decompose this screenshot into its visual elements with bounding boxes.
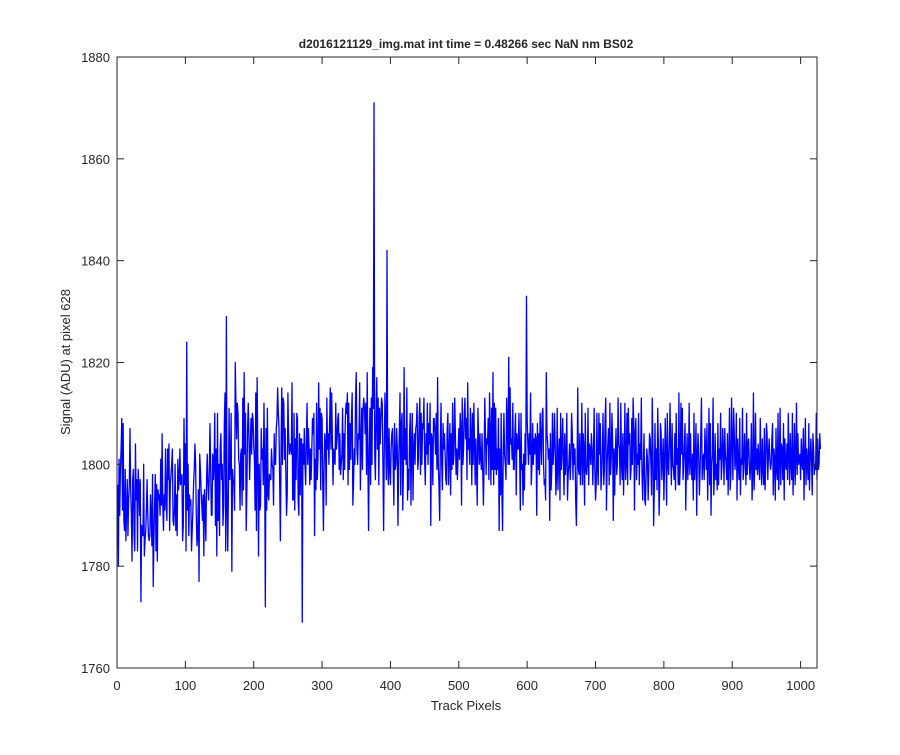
x-tick-label: 300 <box>311 678 333 693</box>
x-tick-label: 500 <box>448 678 470 693</box>
x-tick-label: 800 <box>653 678 675 693</box>
y-tick-label: 1800 <box>81 457 110 472</box>
y-tick-label: 1760 <box>81 661 110 676</box>
y-tick-label: 1840 <box>81 254 110 269</box>
y-tick-label: 1880 <box>81 50 110 65</box>
x-axis-label: Track Pixels <box>431 698 502 713</box>
x-tick-label: 0 <box>113 678 120 693</box>
x-tick-label: 900 <box>721 678 743 693</box>
y-tick-label: 1780 <box>81 559 110 574</box>
x-tick-label: 100 <box>175 678 197 693</box>
ticks-layer: 0 100 200 300 400 500 600 700 800 900 1000 1760 1780… <box>81 50 818 693</box>
chart-title: d2016121129_img.mat int time = 0.48266 s… <box>299 37 634 51</box>
y-tick-label: 1820 <box>81 356 110 371</box>
x-tick-label: 400 <box>380 678 402 693</box>
y-tick-label: 1860 <box>81 152 110 167</box>
x-tick-label: 600 <box>516 678 538 693</box>
x-tick-label: 700 <box>585 678 607 693</box>
x-tick-label: 200 <box>243 678 265 693</box>
x-tick-label: 1000 <box>786 678 815 693</box>
data-series-line-0 <box>117 102 822 623</box>
axes-box <box>116 56 818 669</box>
y-axis-label: Signal (ADU) at pixel 628 <box>58 289 73 435</box>
plot-area <box>117 102 822 623</box>
